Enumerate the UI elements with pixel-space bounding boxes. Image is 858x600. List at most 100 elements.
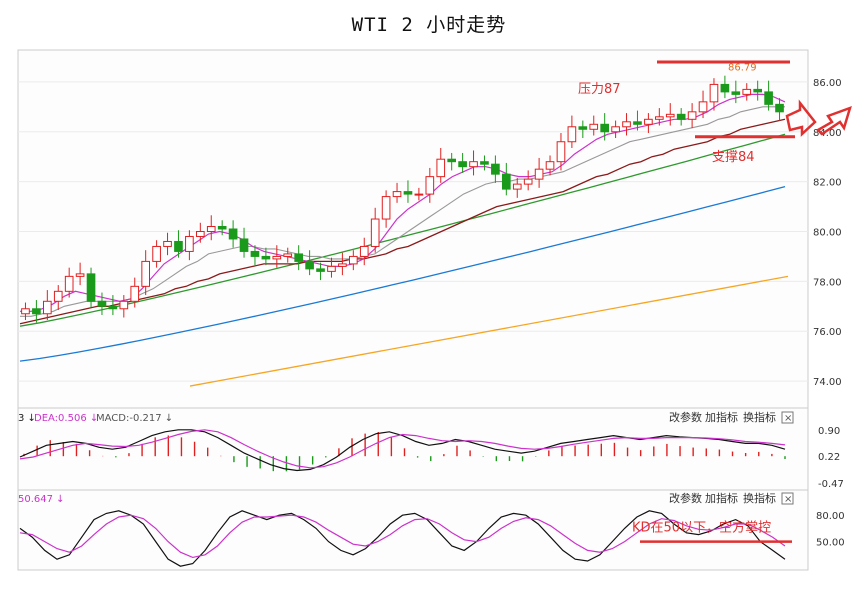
candle-body xyxy=(32,308,41,315)
candle-body xyxy=(600,123,610,133)
candle-body xyxy=(130,285,140,302)
candle-body xyxy=(654,116,664,120)
macd-dea-line xyxy=(19,429,786,469)
candle-body xyxy=(206,226,216,232)
candle-body xyxy=(42,300,52,315)
candle-body xyxy=(316,268,325,272)
candle-body xyxy=(327,265,336,272)
candle-body xyxy=(152,245,161,262)
candle-body xyxy=(108,305,118,310)
arrow-down-right-icon xyxy=(785,99,817,137)
macd-header-label: 3 ↓ xyxy=(18,413,36,424)
ma-60-line xyxy=(19,133,786,327)
candle-body xyxy=(239,238,249,252)
candle-body xyxy=(261,255,271,260)
y-tick-label: 82.00 xyxy=(813,178,842,189)
y-tick-label: 78.00 xyxy=(813,277,842,288)
candle-body xyxy=(414,193,424,196)
kdj-y-tick-label: 50.00 xyxy=(816,538,845,549)
macd-panel-bg xyxy=(17,407,809,491)
candle-body xyxy=(272,255,282,260)
candle-body xyxy=(458,161,467,168)
candle-body xyxy=(392,191,402,198)
candle-body xyxy=(436,158,446,178)
arrow-up-right-icon xyxy=(815,105,852,136)
candle-body xyxy=(119,300,129,310)
y-tick-label: 74.00 xyxy=(813,377,842,388)
candle-body xyxy=(775,103,784,113)
candle-body xyxy=(578,126,588,130)
candle-body xyxy=(174,240,183,252)
candle-body xyxy=(381,196,391,220)
macd-y-tick-label: -0.47 xyxy=(818,479,844,490)
kdj-header-button[interactable]: 加指标 xyxy=(705,491,738,505)
candle-body xyxy=(512,183,522,190)
ma-120-line xyxy=(19,185,786,362)
candle-body xyxy=(764,91,773,105)
candle-body xyxy=(53,290,63,302)
support-label: 支撑84 xyxy=(712,150,755,165)
candle-body xyxy=(348,255,358,265)
kdj-header-button[interactable]: 换指标 xyxy=(743,491,776,505)
candle-body xyxy=(753,88,763,93)
candle-body xyxy=(676,113,686,120)
candle-body xyxy=(97,300,107,307)
candle-body xyxy=(185,235,194,252)
candle-body xyxy=(21,308,30,315)
y-tick-label: 84.00 xyxy=(813,128,842,139)
candle-body xyxy=(731,91,741,95)
macd-header-label: DEA:0.506 ↓ xyxy=(34,413,98,424)
candle-body xyxy=(644,118,653,125)
candle-body xyxy=(665,113,675,118)
candle-body xyxy=(403,191,413,195)
candle-body xyxy=(250,250,260,257)
candle-body xyxy=(359,245,369,257)
candle-body xyxy=(534,168,544,180)
candle-body xyxy=(501,173,511,190)
candle-body xyxy=(425,176,435,195)
resistance-label: 压力87 xyxy=(578,82,621,97)
candle-body xyxy=(491,163,500,175)
candle-body xyxy=(523,178,533,185)
macd-header-button[interactable]: 改参数 xyxy=(669,410,702,424)
ma-250-line xyxy=(189,275,789,387)
macd-close-icon[interactable] xyxy=(781,411,794,424)
candle-body xyxy=(720,83,730,93)
kdj-annotation: KD在50以下，空方掌控 xyxy=(632,520,771,536)
candle-body xyxy=(469,161,478,168)
chart-title: WTI 2 小时走势 xyxy=(351,14,507,36)
candle-body xyxy=(687,111,697,120)
y-tick-label: 86.00 xyxy=(813,78,842,89)
candle-body xyxy=(283,253,293,257)
candle-body xyxy=(589,123,599,130)
kdj-header-label: 50.647 ↓ xyxy=(18,494,65,505)
candle-body xyxy=(338,263,347,267)
candle-body xyxy=(633,121,642,125)
macd-y-tick-label: 0.90 xyxy=(818,426,840,437)
candle-body xyxy=(622,121,631,128)
macd-header-button[interactable]: 换指标 xyxy=(743,410,776,424)
macd-header-label: MACD:-0.217 ↓ xyxy=(96,413,173,424)
candle-body xyxy=(742,88,752,95)
macd-close-glyph: × xyxy=(784,413,792,424)
y-tick-label: 76.00 xyxy=(813,327,842,338)
kdj-close-icon[interactable] xyxy=(781,492,794,505)
candle-body xyxy=(86,273,96,302)
kdj-k-line xyxy=(19,510,786,567)
kdj-close-glyph: × xyxy=(784,494,792,505)
kdj-panel-bg xyxy=(17,489,809,571)
candle-body xyxy=(370,218,380,247)
candle-body xyxy=(305,260,314,270)
ma-long-line xyxy=(19,118,786,325)
candle-body xyxy=(294,253,304,262)
candle-body xyxy=(75,273,85,277)
candle-body xyxy=(611,126,620,133)
main-panel-bg xyxy=(17,49,809,409)
kdj-header-button[interactable]: 改参数 xyxy=(669,491,702,505)
candle-body xyxy=(480,161,489,165)
candle-body xyxy=(545,161,555,170)
macd-header-button[interactable]: 加指标 xyxy=(705,410,738,424)
candle-body xyxy=(556,141,566,163)
kdj-d-line xyxy=(19,514,786,559)
y-tick-label: 80.00 xyxy=(813,227,842,238)
